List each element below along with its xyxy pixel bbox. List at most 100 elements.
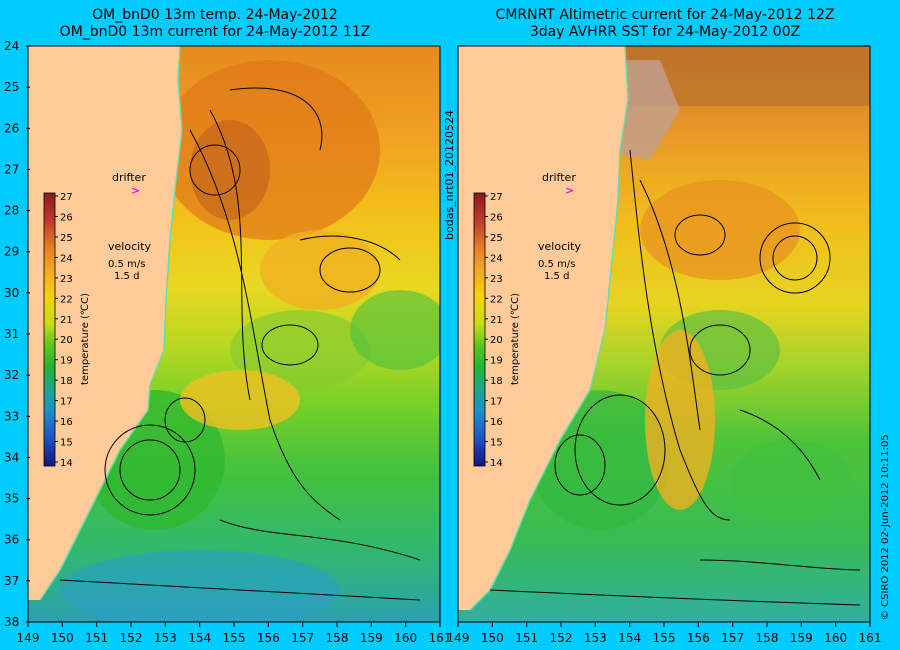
- latitude-tick-label: 32: [4, 368, 19, 382]
- right-drifter-label: drifter: [542, 171, 576, 184]
- right-velocity-label: velocity: [538, 240, 581, 253]
- latitude-tick-label: 29: [4, 245, 19, 259]
- left-longitude-tick-label: 159: [360, 631, 383, 645]
- right-longitude-tick-label: 161: [859, 631, 882, 645]
- right-coastline: [469, 46, 629, 611]
- right-longitude-tick-label: 156: [687, 631, 710, 645]
- left-colorbar-tick-label: 22: [60, 294, 73, 305]
- left-colorbar-tick-label: 16: [60, 417, 73, 428]
- right-colorbar-ticks: 27 26 25 24 23 22 21 20 19 18 17 16 15 14: [485, 192, 503, 469]
- latitude-tick-label: 35: [4, 492, 19, 506]
- left-longitude-tick-label: 158: [326, 631, 349, 645]
- right-velocity-duration: 1.5 d: [544, 271, 569, 282]
- left-velocity-duration: 1.5 d: [114, 271, 139, 282]
- left-drifter-label: drifter: [112, 171, 146, 184]
- left-colorbar-tick-label: 21: [60, 315, 73, 326]
- right-colorbar-tick-label: 15: [490, 438, 503, 449]
- right-colorbar-tick-label: 18: [490, 376, 503, 387]
- left-velocity-value: 0.5 m/s: [108, 259, 145, 270]
- left-colorbar-tick-label: 26: [60, 212, 73, 223]
- right-longitude-tick-label: 157: [721, 631, 744, 645]
- left-longitude-tick-label: 155: [223, 631, 246, 645]
- left-colorbar-tick-label: 18: [60, 376, 73, 387]
- left-longitude-tick-label: 160: [394, 631, 417, 645]
- latitude-tick-label: 27: [4, 162, 19, 176]
- latitude-tick-label: 30: [4, 286, 19, 300]
- right-title-line1: CMRNRT Altimetric current for 24-May-201…: [496, 7, 835, 23]
- left-longitude-tick-label: 161: [429, 631, 452, 645]
- left-colorbar-tick-label: 25: [60, 233, 73, 244]
- left-map: [28, 46, 440, 622]
- right-longitude-tick-label: 160: [824, 631, 847, 645]
- left-colorbar-tick-label: 27: [60, 192, 73, 203]
- right-colorbar-tick-label: 20: [490, 335, 503, 346]
- right-longitude-tick-label: 158: [756, 631, 779, 645]
- right-longitude-tick-label: 151: [515, 631, 538, 645]
- right-colorbar: [473, 192, 486, 467]
- right-colorbar-tick-label: 26: [490, 212, 503, 223]
- left-colorbar-ticks: 27 26 25 24 23 22 21 20 19 18 17 16 15 14: [55, 192, 73, 469]
- credit-label: © CSIRO 2012 02-Jun-2012 10:11:05: [880, 434, 891, 620]
- latitude-tick-label: 33: [4, 409, 19, 423]
- right-colorbar-tick-label: 24: [490, 253, 503, 264]
- left-coastline: [39, 46, 183, 601]
- right-colorbar-tick-label: 17: [490, 397, 503, 408]
- left-title-line2: OM_bnD0 13m current for 24-May-2012 11Z: [60, 24, 371, 40]
- right-drifter-marker: >: [565, 184, 574, 197]
- right-longitude-tick-label: 152: [550, 631, 573, 645]
- left-colorbar-tick-label: 14: [60, 458, 73, 469]
- left-longitude-tick-label: 151: [85, 631, 108, 645]
- latitude-tick-label: 36: [4, 533, 19, 547]
- latitude-tick-label: 38: [4, 615, 19, 629]
- left-longitude-tick-label: 154: [188, 631, 211, 645]
- left-longitude-tick-label: 156: [257, 631, 280, 645]
- right-velocity-value: 0.5 m/s: [538, 259, 575, 270]
- left-colorbar: [43, 192, 56, 467]
- right-longitude-tick-label: 154: [618, 631, 641, 645]
- right-colorbar-tick-label: 21: [490, 315, 503, 326]
- left-colorbar-tick-label: 23: [60, 274, 73, 285]
- right-colorbar-tick-label: 16: [490, 417, 503, 428]
- right-colorbar-tick-label: 25: [490, 233, 503, 244]
- right-title-line2: 3day AVHRR SST for 24-May-2012 00Z: [530, 24, 800, 40]
- latitude-labels: 24 25 26 27 28 29 30 31 32 33 34 35 36 37 38: [4, 39, 30, 629]
- left-velocity-label: velocity: [108, 240, 151, 253]
- left-longitude-tick-label: 153: [154, 631, 177, 645]
- latitude-tick-label: 25: [4, 80, 19, 94]
- left-longitude-tick-label: 150: [51, 631, 74, 645]
- left-colorbar-tick-label: 20: [60, 335, 73, 346]
- right-longitude-tick-label: 150: [481, 631, 504, 645]
- left-drifter-marker: >: [131, 184, 140, 197]
- left-longitude-tick-label: 157: [291, 631, 314, 645]
- left-colorbar-tick-label: 17: [60, 397, 73, 408]
- latitude-tick-label: 31: [4, 327, 19, 341]
- left-current-streamlines: [59, 87, 421, 601]
- right-colorbar-label: temperature (℃C): [510, 293, 521, 385]
- latitude-tick-label: 26: [4, 121, 19, 135]
- right-colorbar-tick-label: 14: [490, 458, 503, 469]
- left-longitude-labels: 149 150 151 152 153 154 155 156 157 158 159 160 161: [17, 622, 452, 645]
- right-colorbar-tick-label: 23: [490, 274, 503, 285]
- left-title-line1: OM_bnD0 13m temp. 24-May-2012: [92, 7, 338, 23]
- right-colorbar-tick-label: 19: [490, 356, 503, 367]
- right-longitude-tick-label: 149: [447, 631, 470, 645]
- latitude-tick-label: 24: [4, 39, 19, 53]
- left-land: [28, 46, 182, 600]
- right-colorbar-tick-label: 27: [490, 192, 503, 203]
- left-colorbar-tick-label: 24: [60, 253, 73, 264]
- right-longitude-tick-label: 153: [584, 631, 607, 645]
- left-longitude-tick-label: 149: [17, 631, 40, 645]
- left-colorbar-tick-label: 19: [60, 356, 73, 367]
- latitude-tick-label: 34: [4, 450, 19, 464]
- left-colorbar-tick-label: 15: [60, 438, 73, 449]
- right-colorbar-tick-label: 22: [490, 294, 503, 305]
- right-longitude-tick-label: 155: [653, 631, 676, 645]
- left-longitude-tick-label: 152: [120, 631, 143, 645]
- left-colorbar-label: temperature (℃C): [80, 293, 91, 385]
- latitude-tick-label: 28: [4, 204, 19, 218]
- right-current-streamlines: [489, 149, 861, 606]
- right-longitude-tick-label: 159: [790, 631, 813, 645]
- right-land: [458, 46, 628, 610]
